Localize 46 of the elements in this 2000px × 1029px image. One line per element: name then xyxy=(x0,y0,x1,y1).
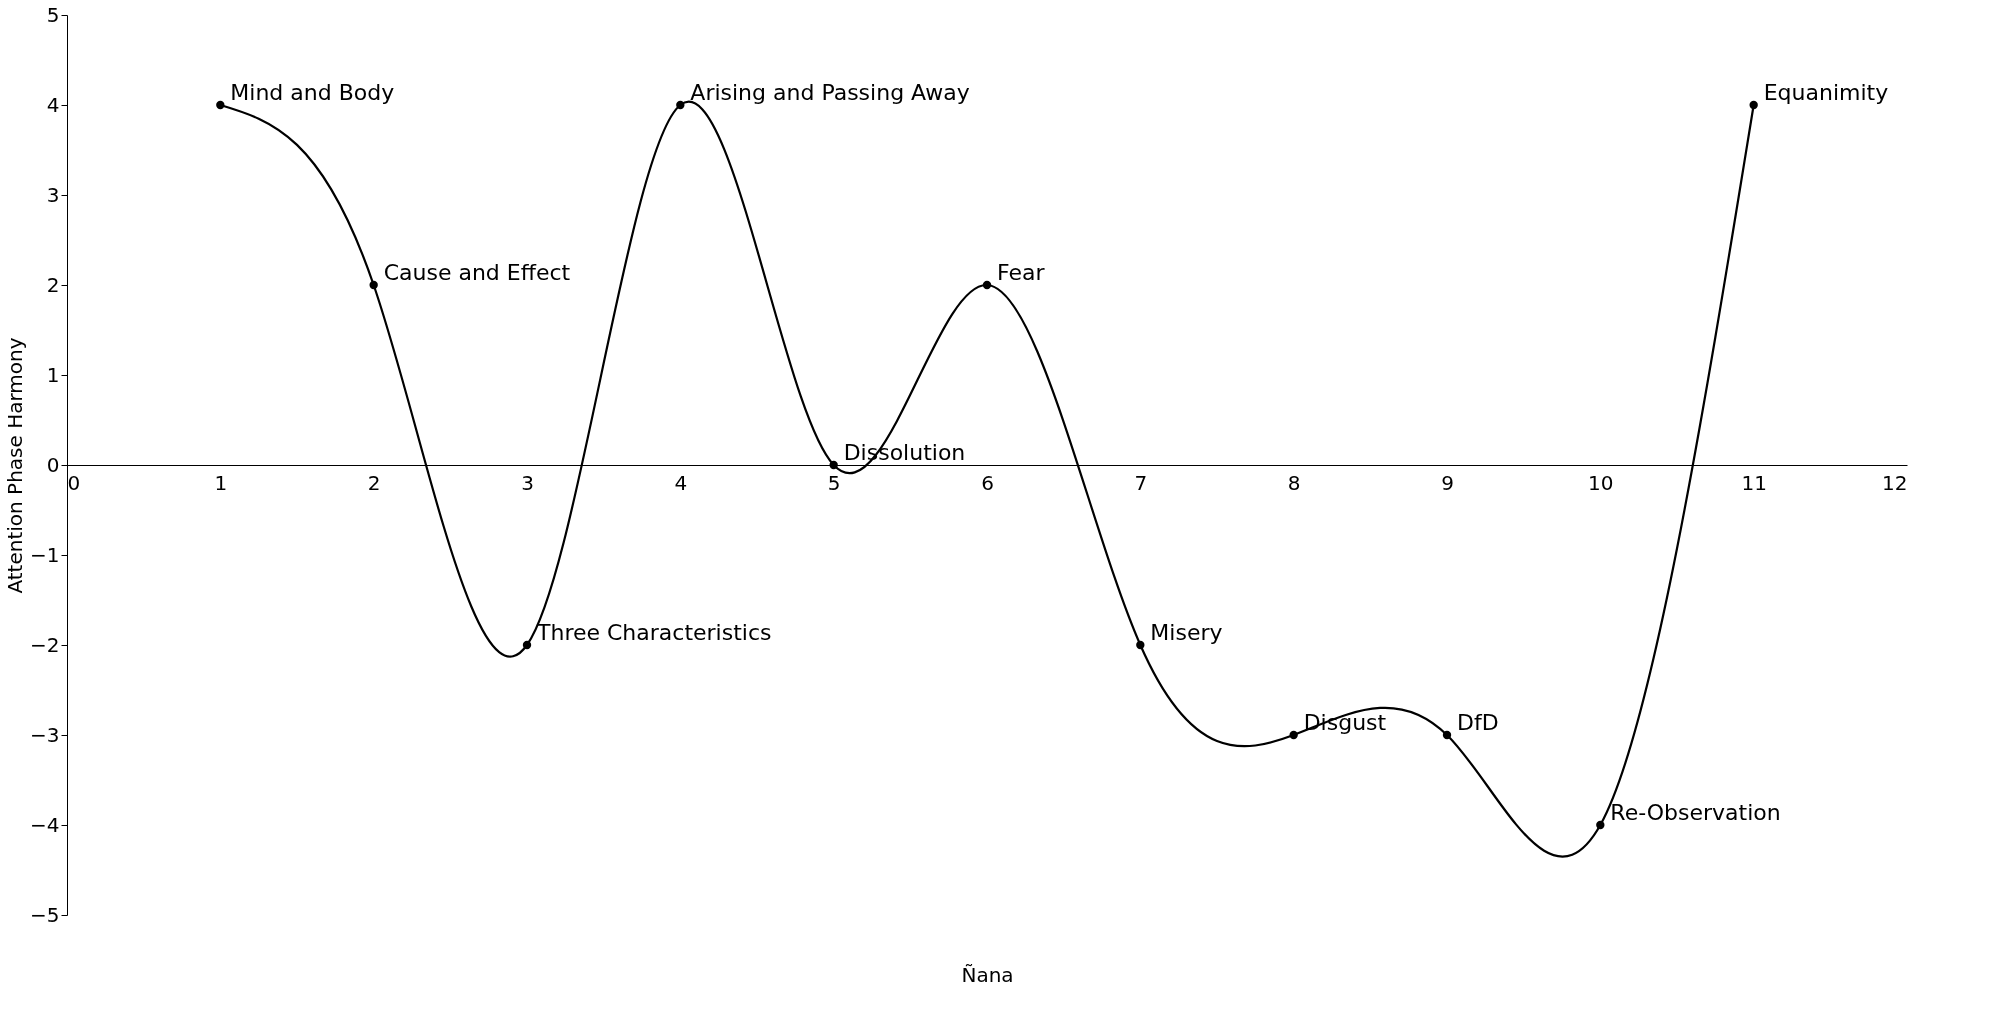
annotation: Misery xyxy=(1150,620,1223,645)
y-tick-label: 1 xyxy=(46,362,60,387)
point xyxy=(829,460,838,470)
x-tick-label: 0 xyxy=(67,470,81,495)
x-tick-label: 5 xyxy=(827,470,841,495)
annotation: Three Characteristics xyxy=(536,620,772,645)
point xyxy=(676,100,685,110)
point xyxy=(1289,730,1298,740)
y-tick-label: −2 xyxy=(30,632,60,657)
y-tick-label: 2 xyxy=(46,272,60,297)
x-tick-label: 9 xyxy=(1441,470,1454,495)
x-tick-label: 10 xyxy=(1588,470,1614,495)
y-tick-label: −4 xyxy=(30,812,60,837)
x-tick-label: 2 xyxy=(367,470,381,495)
annotation: Equanimity xyxy=(1763,80,1889,105)
annotation: Cause and Effect xyxy=(383,260,571,285)
point xyxy=(369,280,378,290)
y-tick-label: 0 xyxy=(46,452,60,477)
y-tick-label: −5 xyxy=(30,902,60,927)
y-tick-label: 3 xyxy=(46,182,60,207)
x-tick-label: 4 xyxy=(674,470,688,495)
annotation: Re-Observation xyxy=(1610,800,1781,825)
x-tick-label: 11 xyxy=(1741,470,1767,495)
point xyxy=(1749,100,1758,110)
x-tick-label: 1 xyxy=(214,470,228,495)
point xyxy=(982,280,992,290)
x-tick-label: 8 xyxy=(1287,470,1301,495)
y-tick-label: 5 xyxy=(46,2,60,27)
x-tick-label: 7 xyxy=(1134,470,1148,495)
point xyxy=(1596,820,1605,830)
x-tick-label: 6 xyxy=(981,470,994,495)
y-axis-title: Attention Phase Harmony xyxy=(3,337,28,594)
annotation: Fear xyxy=(997,260,1046,285)
annotation: DfD xyxy=(1457,710,1499,735)
x-tick-label: 3 xyxy=(521,470,534,495)
point xyxy=(522,640,532,650)
point xyxy=(1136,640,1145,650)
y-tick-label: −3 xyxy=(30,722,60,747)
annotation: Mind and Body xyxy=(230,80,395,105)
x-tick-label: 12 xyxy=(1882,470,1908,495)
annotation: Arising and Passing Away xyxy=(690,80,970,105)
point xyxy=(1442,730,1452,740)
x-axis-title: Ñana xyxy=(961,962,1014,987)
y-tick-label: −1 xyxy=(30,542,60,567)
y-tick-label: 4 xyxy=(46,92,60,117)
point xyxy=(216,100,225,110)
